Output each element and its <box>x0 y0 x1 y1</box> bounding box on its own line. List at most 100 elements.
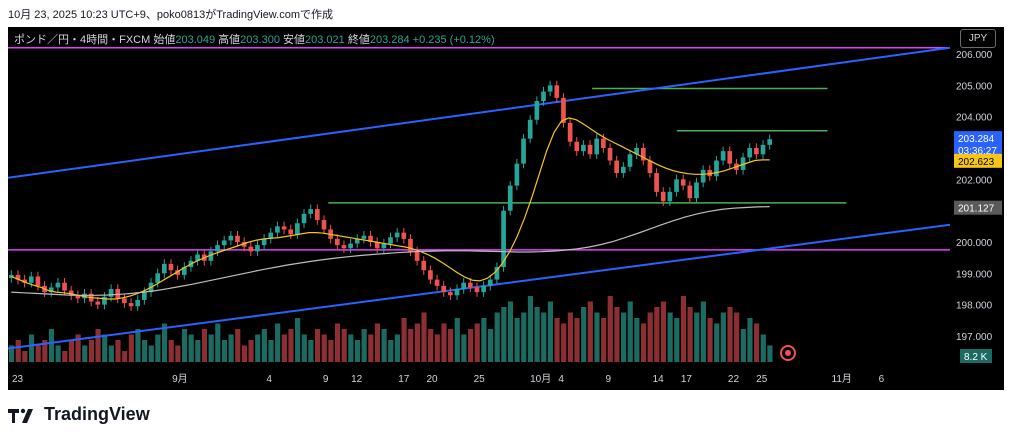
currency-button[interactable]: JPY <box>960 29 996 48</box>
tradingview-logo: TradingView <box>8 404 150 425</box>
volume-bar <box>507 301 514 362</box>
candle <box>22 279 27 283</box>
volume-bar <box>102 334 108 362</box>
volume-bar <box>720 312 726 362</box>
volume-bar <box>581 307 587 362</box>
candle <box>255 245 260 252</box>
volume-bar <box>321 334 327 362</box>
volume-bar <box>275 323 281 362</box>
candle <box>714 160 719 177</box>
candle <box>767 139 773 145</box>
low-value: 203.021 <box>305 34 345 46</box>
x-tick-label: 11月 <box>832 373 852 385</box>
candle <box>68 290 74 296</box>
y-tick-label: 200.000 <box>956 238 993 249</box>
y-tick-label: 202.000 <box>956 175 993 186</box>
candle <box>601 138 606 148</box>
candle <box>181 267 187 275</box>
volume-bar <box>281 334 287 362</box>
volume-bar <box>734 312 740 362</box>
candle <box>547 85 553 92</box>
target-icon <box>780 345 796 361</box>
volume-bar <box>135 329 141 362</box>
volume-bar <box>754 323 760 362</box>
volume-bar <box>660 301 667 362</box>
volume-bar <box>295 318 301 362</box>
volume-bar <box>574 318 580 362</box>
volume-bar <box>707 318 713 362</box>
candle <box>55 282 61 288</box>
candle <box>441 285 447 293</box>
volume-bar <box>354 340 361 362</box>
volume-bar <box>42 340 48 362</box>
candle <box>28 276 34 283</box>
candle <box>381 243 387 249</box>
volume-bar <box>627 301 633 362</box>
candle <box>155 273 161 283</box>
candle <box>660 191 666 202</box>
candle <box>567 122 573 142</box>
volume-bar <box>195 340 201 362</box>
volume-bar <box>82 345 88 362</box>
ma-short-tag <box>954 153 1002 168</box>
candle <box>687 185 693 199</box>
high-value: 203.300 <box>240 34 280 46</box>
volume-bar <box>388 340 394 362</box>
volume-bar <box>760 334 766 362</box>
volume-bar <box>547 301 553 362</box>
volume-bar <box>201 329 208 362</box>
volume-bar <box>534 307 540 362</box>
volume-bar <box>541 312 547 362</box>
volume-bar <box>341 329 347 362</box>
candle <box>667 191 673 202</box>
brand-name: TradingView <box>44 404 150 424</box>
volume-bar <box>301 334 307 362</box>
low-label: 安値 <box>283 34 305 46</box>
candle <box>614 160 620 174</box>
candle <box>95 301 101 305</box>
volume-bar <box>142 340 148 362</box>
candle <box>248 246 254 252</box>
candle <box>534 101 540 120</box>
volume-bar <box>268 340 274 362</box>
candle <box>301 213 307 224</box>
volume-bar <box>35 345 41 362</box>
candle <box>627 154 633 167</box>
candle <box>175 270 180 275</box>
x-tick-label: 25 <box>756 374 768 385</box>
candle <box>394 232 400 238</box>
x-tick-label: 9 <box>323 374 329 385</box>
x-tick-label: 12 <box>351 374 363 385</box>
high-label: 高値 <box>218 34 241 46</box>
volume-bar <box>122 351 128 362</box>
volume-bar <box>740 329 746 362</box>
ma-long-tag <box>954 200 1002 215</box>
volume-bar <box>514 318 520 362</box>
volume-bar <box>228 334 234 362</box>
volume-bar <box>527 296 534 362</box>
volume-bar <box>434 334 440 362</box>
x-tick-label: 17 <box>681 374 693 385</box>
volume-bar <box>22 351 28 362</box>
x-tick-label: 9 <box>605 374 611 385</box>
volume-bar <box>634 318 640 362</box>
candle <box>494 267 500 280</box>
open-value: 203.049 <box>175 34 216 46</box>
volume-bar <box>607 296 613 362</box>
volume-bar <box>368 334 374 362</box>
volume-bar <box>714 323 720 362</box>
candle <box>421 260 427 271</box>
volume-bar <box>594 312 600 362</box>
price-chart[interactable]: 197.000198.000199.000200.000201.000202.0… <box>7 27 1004 390</box>
candle <box>727 151 733 164</box>
chart-canvas[interactable]: 197.000198.000199.000200.000201.000202.0… <box>7 27 1004 390</box>
candle <box>108 289 114 297</box>
candle <box>295 223 300 235</box>
y-tick-label: 205.000 <box>956 81 993 92</box>
volume-bar <box>334 323 341 362</box>
candle <box>700 169 706 183</box>
candle <box>740 157 746 170</box>
volume-bar <box>621 312 627 362</box>
candle <box>221 240 227 246</box>
y-tick-label: 197.000 <box>956 332 993 343</box>
